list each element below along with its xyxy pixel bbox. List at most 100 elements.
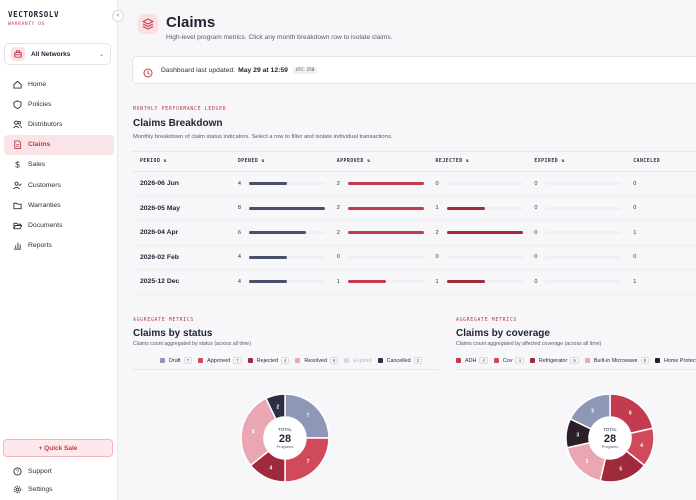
donut-center [265,418,305,458]
table-row[interactable]: 2026-04 Apr 6 2 2 0 1 [132,221,696,246]
sidebar-item-settings[interactable]: Settings [4,480,114,498]
home-icon [12,79,22,89]
status-chart-header: AGGREGATE METRICS Claims by status Claim… [133,318,251,347]
help-icon: ? [12,466,22,476]
legend-swatch [247,358,253,363]
rejected-count: 0 [435,254,439,261]
column-header[interactable]: EXPIRED ⇅ [534,159,565,164]
claims-breakdown-table: PERIOD ⇅ OPENED ⇅ APPROVED ⇅ REJECTED ⇅ EXPI… [132,151,696,295]
legend-count: 2 [413,357,423,364]
sidebar-item-sales[interactable]: $ Sales [4,155,114,175]
layers-icon [138,14,158,34]
column-header[interactable]: OPENED ⇅ [237,159,265,164]
donut-slice[interactable] [240,397,277,467]
expired-count: 0 [534,180,538,187]
main-content: Claims High-level program metrics. Click… [118,0,696,500]
rejected-cell: 2 [436,230,535,236]
canceled-count: 1 [633,229,637,236]
sidebar-item-warranties[interactable]: Warranties [4,195,114,215]
approved-cell: 1 [337,279,436,285]
ledger-description: Monthly breakdown of claim status indica… [133,134,393,140]
rejected-cell: 0 [436,181,535,187]
network-selector[interactable]: All Networks ⌄ [4,43,111,65]
approved-bar [347,206,424,210]
legend-label: Approved [207,357,231,364]
rejected-bar [446,280,485,284]
expired-count: 0 [534,254,538,261]
legend-item[interactable]: Refrigerator 5 [529,357,579,364]
legend-item[interactable]: Draft 7 [160,357,193,364]
canceled-cell: 0 [633,181,696,187]
donut-slice[interactable] [264,393,286,421]
legend-label: Resolved [304,357,327,364]
sidebar-item-documents[interactable]: Documents [4,215,114,235]
legend-item[interactable]: ADH 4 [456,357,488,364]
opened-bar [248,231,306,235]
coverage-chart-legend: ADH 4 Cov 4 Refrigerator 5 Built-in Microwave 5… [456,357,696,364]
quick-sale-button[interactable]: + Quick Sale [3,439,113,457]
table-row[interactable]: 2026-02 Feb 4 0 0 0 0 [132,246,696,270]
sidebar-item-distributors[interactable]: Distributors [4,114,114,134]
column-header[interactable]: CANCELED [633,159,661,164]
expired-bar-track [545,255,622,259]
legend-item[interactable]: Resolved 8 [295,357,339,364]
legend-item[interactable]: Built-in Microwave 5 [584,357,650,364]
opened-bar-track [248,280,325,284]
donut-total-label: TOTAL [278,427,292,432]
sidebar-item-reports[interactable]: Reports [4,236,114,256]
opened-count: 8 [237,205,242,212]
donut-slice[interactable] [569,393,611,430]
sidebar-item-customers[interactable]: Customers [4,175,114,195]
donut-slice-label: 3 [576,432,579,438]
ledger-header: MONTHLY PERFORMANCE LEDGER Claims Breakd… [133,107,392,140]
opened-cell: 4 [238,279,337,285]
column-header[interactable]: PERIOD ⇅ [140,159,168,164]
nav-item-label: Customers [28,181,61,189]
table-row[interactable]: 2026-05 May 8 2 1 0 0 [132,197,696,221]
legend-item[interactable]: Approved 7 [198,357,242,364]
approved-count: 1 [336,278,340,285]
chevron-left-icon: ‹ [116,12,120,19]
legend-swatch [344,358,350,363]
period-cell: 2025-12 Dec [140,278,180,286]
approved-count: 2 [336,205,340,212]
opened-bar [248,280,287,284]
legend-item[interactable]: Expired [344,358,372,364]
approved-bar [347,182,424,186]
sidebar-item-support[interactable]: ? Support [4,462,114,480]
last-updated-banner: Dashboard last updated: May 29 at 12:59 … [132,56,696,84]
legend-label: Refrigerator [538,357,568,364]
canceled-cell: 1 [633,279,696,285]
opened-cell: 4 [238,254,337,260]
expired-count: 0 [534,229,538,236]
status-chart-kicker: AGGREGATE METRICS [133,318,194,323]
legend-item[interactable]: Cancelled 2 [377,357,423,364]
approved-cell: 2 [337,230,436,236]
approved-count: 2 [336,229,340,236]
sidebar-item-policies[interactable]: Policies [4,94,114,114]
expired-cell: 0 [534,279,633,285]
legend-item[interactable]: Cov 4 [493,357,524,364]
collapse-sidebar-button[interactable]: ‹ [112,10,124,22]
timezone-badge: UTC 250 [292,66,318,74]
canceled-count: 0 [633,254,637,261]
column-header[interactable]: REJECTED ⇅ [435,159,470,164]
period-cell: 2026-06 Jun [140,180,179,188]
ledger-kicker: MONTHLY PERFORMANCE LEDGER [133,107,227,112]
donut-center [590,418,630,458]
approved-cell: 0 [337,254,436,260]
folder-icon [12,200,22,210]
donut-slice-label: 5 [619,467,622,473]
coverage-chart-title: Claims by coverage [456,328,550,339]
nav-item-label: Sales [28,161,46,169]
table-row[interactable]: 2025-12 Dec 4 1 1 0 1 [132,270,696,295]
expired-bar-track [545,182,622,186]
column-header[interactable]: APPROVED ⇅ [336,159,371,164]
canceled-count: 0 [633,180,637,187]
legend-item[interactable]: Home Protectio [655,358,696,364]
sidebar-item-claims[interactable]: Claims [4,134,114,155]
donut-total-value: 28 [279,433,291,445]
sidebar-item-home[interactable]: Home [4,74,114,94]
legend-item[interactable]: Rejected 4 [247,357,290,364]
table-row[interactable]: 2026-06 Jun 4 2 0 0 0 [132,172,696,197]
